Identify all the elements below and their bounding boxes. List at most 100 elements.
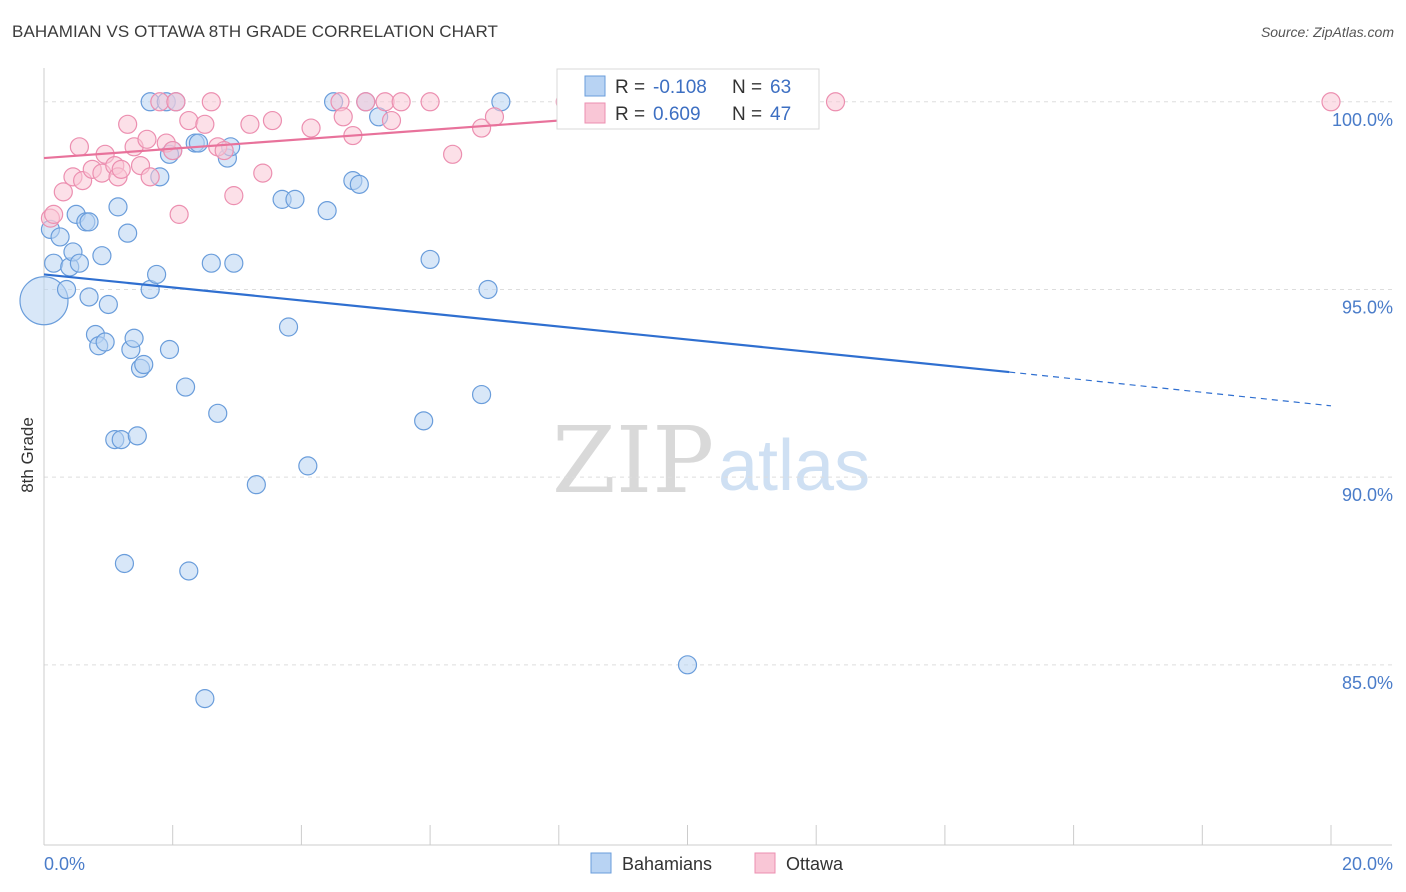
data-point bbox=[179, 561, 199, 581]
bottom-legend-label-ottawa: Ottawa bbox=[786, 854, 844, 874]
y-tick-label: 90.0% bbox=[1342, 485, 1393, 505]
data-point bbox=[253, 163, 273, 183]
data-point bbox=[44, 204, 64, 224]
legend-n-value: 47 bbox=[770, 104, 791, 125]
legend-r-value: -0.108 bbox=[653, 77, 707, 98]
y-tick-label: 100.0% bbox=[1332, 110, 1393, 130]
bottom-legend-swatch-ottawa bbox=[754, 852, 776, 874]
data-point bbox=[124, 328, 144, 348]
data-point bbox=[420, 249, 440, 270]
series-legend: Bahamians Ottawa bbox=[590, 852, 844, 874]
data-point bbox=[391, 92, 411, 112]
data-point bbox=[240, 114, 260, 134]
data-point bbox=[262, 110, 283, 131]
x-tick-labels: 0.0% 20.0% bbox=[44, 854, 1393, 874]
data-point bbox=[278, 317, 299, 337]
data-point bbox=[301, 118, 321, 138]
bottom-legend-label-bahamians: Bahamians bbox=[622, 854, 712, 874]
data-point bbox=[246, 475, 266, 495]
data-point bbox=[140, 167, 160, 187]
data-point bbox=[420, 92, 440, 112]
data-point bbox=[188, 133, 209, 153]
data-point bbox=[56, 279, 77, 300]
data-point bbox=[349, 174, 369, 194]
x-tick-label: 20.0% bbox=[1342, 854, 1393, 874]
data-point bbox=[79, 287, 99, 307]
gridlines bbox=[44, 101, 1392, 666]
data-point bbox=[471, 384, 492, 405]
data-point bbox=[356, 92, 376, 112]
watermark-atlas: atlas bbox=[718, 426, 870, 506]
data-point bbox=[69, 253, 89, 273]
data-point bbox=[118, 114, 138, 134]
data-point bbox=[50, 227, 70, 247]
data-point bbox=[92, 246, 112, 266]
data-point bbox=[53, 182, 73, 202]
data-point bbox=[285, 189, 305, 209]
data-point bbox=[114, 553, 135, 574]
legend-r-value: 0.609 bbox=[653, 104, 701, 125]
data-point bbox=[159, 339, 180, 360]
correlation-legend: R = -0.108 N = 63 R = 0.609 N = 47 bbox=[556, 68, 820, 130]
data-point bbox=[150, 92, 170, 112]
legend-n-value: 63 bbox=[770, 77, 791, 98]
data-point bbox=[224, 186, 244, 206]
data-point bbox=[69, 137, 89, 157]
watermark: ZIP atlas bbox=[552, 407, 870, 514]
data-point bbox=[224, 253, 244, 273]
y-tick-labels: 100.0% 95.0% 90.0% 85.0% bbox=[1332, 110, 1393, 693]
x-ticks bbox=[172, 825, 1332, 845]
data-point bbox=[95, 332, 115, 352]
data-point bbox=[825, 92, 846, 112]
data-point bbox=[134, 354, 154, 375]
data-point bbox=[98, 294, 118, 315]
data-point bbox=[317, 201, 337, 221]
data-point bbox=[147, 264, 167, 285]
data-point bbox=[381, 110, 402, 131]
source-credit: Source: ZipAtlas.com bbox=[1260, 24, 1394, 40]
data-point bbox=[484, 107, 505, 127]
chart-title: BAHAMIAN VS OTTAWA 8TH GRADE CORRELATION… bbox=[12, 22, 499, 41]
y-tick-label: 95.0% bbox=[1342, 297, 1393, 317]
data-point bbox=[201, 92, 221, 112]
data-point bbox=[1321, 92, 1341, 112]
data-point bbox=[169, 204, 189, 224]
trend-line-bahamians bbox=[43, 273, 1010, 374]
legend-n-label: N = bbox=[732, 77, 762, 98]
data-point bbox=[298, 456, 318, 476]
x-tick-label: 0.0% bbox=[44, 854, 85, 874]
legend-swatch-bahamians bbox=[584, 75, 606, 97]
legend-n-label: N = bbox=[732, 104, 762, 125]
data-point bbox=[163, 140, 183, 161]
y-tick-label: 85.0% bbox=[1342, 673, 1393, 693]
legend-swatch-ottawa bbox=[584, 102, 606, 124]
data-point bbox=[127, 426, 147, 446]
data-point bbox=[79, 212, 99, 232]
data-point bbox=[208, 403, 228, 423]
axes bbox=[43, 68, 1392, 846]
data-point bbox=[166, 92, 186, 112]
y-axis-label: 8th Grade bbox=[18, 417, 37, 493]
data-point bbox=[44, 253, 64, 273]
data-point bbox=[478, 279, 498, 300]
data-point bbox=[137, 129, 157, 149]
data-point bbox=[111, 430, 131, 450]
data-point bbox=[201, 253, 221, 273]
data-point bbox=[118, 223, 138, 243]
data-point bbox=[677, 655, 698, 675]
bottom-legend-swatch-bahamians bbox=[590, 852, 612, 874]
data-point bbox=[108, 197, 128, 217]
trend-line-extension-bahamians bbox=[1009, 371, 1332, 407]
data-point bbox=[19, 276, 69, 326]
data-point bbox=[333, 107, 353, 127]
legend-r-label: R = bbox=[615, 104, 645, 125]
data-point bbox=[443, 144, 463, 164]
data-point bbox=[375, 92, 395, 112]
data-point bbox=[195, 689, 215, 709]
data-point bbox=[175, 377, 196, 397]
data-point bbox=[471, 118, 492, 138]
data-point bbox=[111, 159, 131, 179]
data-point bbox=[414, 411, 434, 431]
watermark-zip: ZIP bbox=[552, 407, 714, 514]
